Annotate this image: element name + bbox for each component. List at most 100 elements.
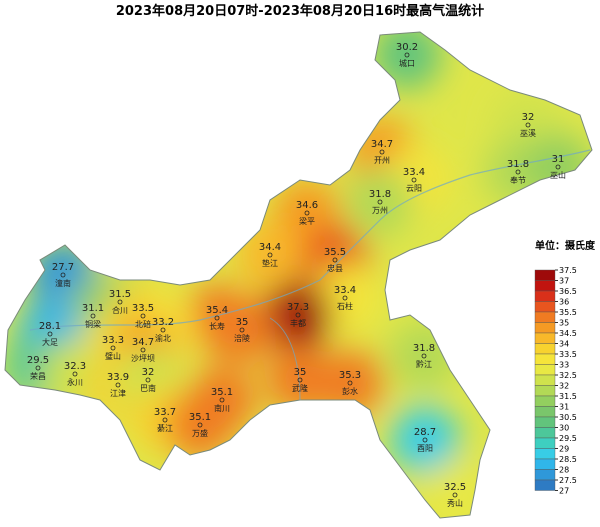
station-dot	[411, 177, 417, 183]
legend-tick-label: 27	[559, 487, 569, 496]
station-name: 铜梁	[85, 319, 101, 329]
legend-tick-label: 33	[559, 361, 569, 370]
station-name: 武隆	[292, 383, 308, 393]
legend-tick-label: 33.5	[559, 350, 577, 359]
station-dot	[379, 149, 385, 155]
station-name: 涪陵	[234, 333, 250, 343]
station-value: 35	[294, 367, 307, 378]
heat-blob	[373, 32, 441, 89]
legend-title: 单位：摄氏度	[535, 239, 596, 252]
station-dot	[72, 371, 78, 377]
station-value: 27.7	[52, 262, 74, 273]
station-value: 31	[552, 154, 565, 165]
station-value: 35.4	[206, 305, 228, 316]
station-value: 32	[142, 367, 155, 378]
legend-swatch	[534, 437, 556, 449]
station-value: 34.7	[371, 139, 393, 150]
legend-tick-label: 36	[559, 298, 569, 307]
station-value: 37.3	[287, 302, 309, 313]
legend-tick-label: 28.5	[559, 455, 577, 464]
legend-tick-label: 29	[559, 445, 569, 454]
legend-swatch	[534, 280, 556, 292]
station-value: 31.5	[109, 289, 131, 300]
heat-blob	[264, 281, 332, 349]
station-value: 33.4	[334, 285, 356, 296]
legend-tick-label: 29.5	[559, 434, 577, 443]
station-value: 31.1	[82, 303, 104, 314]
station-value: 35.5	[324, 247, 346, 258]
station-dot	[115, 382, 121, 388]
station-value: 34.7	[132, 337, 154, 348]
station-name: 大足	[42, 337, 58, 347]
station-name: 荣昌	[30, 371, 46, 381]
station-name: 长寿	[209, 321, 225, 331]
heat-blob	[166, 391, 234, 459]
station-dot	[295, 312, 301, 318]
station-dot	[452, 492, 458, 498]
station-name: 开州	[374, 156, 390, 165]
legend-swatch	[534, 290, 556, 302]
station-value: 31.8	[413, 343, 435, 354]
legend-swatch	[534, 395, 556, 407]
legend-swatch	[534, 301, 556, 313]
legend-tick-label: 36.5	[559, 287, 577, 296]
station-value: 31.8	[507, 159, 529, 170]
station-name: 城口	[399, 59, 415, 68]
station-dot	[297, 377, 303, 383]
station-value: 28.7	[414, 427, 436, 438]
station-dot	[239, 327, 245, 333]
station-dot	[515, 169, 521, 175]
station-value: 33.3	[102, 335, 124, 346]
station-dot	[219, 397, 225, 403]
legend-swatch	[534, 364, 556, 376]
river	[269, 317, 301, 401]
station-name: 云阳	[406, 184, 422, 193]
river	[29, 149, 591, 331]
station-dot	[47, 331, 53, 337]
station-dot	[377, 199, 383, 205]
heat-blob	[236, 221, 304, 289]
legend-tick-label: 37.5	[559, 266, 577, 275]
station-dot	[267, 252, 273, 258]
station-name: 巫山	[550, 170, 566, 180]
legend-tick-label: 35.5	[559, 308, 577, 317]
station-name: 南川	[214, 403, 230, 413]
station-dot	[60, 272, 66, 278]
station-value: 28.1	[39, 321, 61, 332]
station-value: 32	[522, 112, 535, 123]
stations: 30.2 城口 32 巫溪 34.7 开州 33.4 云阳 31.8 奉节 31 巫山 31.8 万州 34…	[27, 42, 566, 508]
title: 2023年08月20日07时-2023年08月20日16时最高气温统计	[116, 3, 484, 19]
legend-tick-label: 28	[559, 466, 569, 475]
station-value: 30.2	[396, 42, 418, 53]
station-name: 黔江	[416, 359, 432, 369]
station-dot	[140, 313, 146, 319]
station-name: 沙坪坝	[131, 354, 155, 363]
station-name: 石柱	[337, 301, 353, 311]
station-value: 33.9	[107, 372, 129, 383]
heat-blob	[266, 346, 334, 414]
legend-swatch	[534, 448, 556, 460]
station-dot	[197, 422, 203, 428]
station-dot	[342, 295, 348, 301]
legend-swatch	[534, 332, 556, 344]
station-name: 丰都	[290, 318, 306, 328]
station-dot	[90, 313, 96, 319]
station-value: 35	[236, 317, 249, 328]
station-name: 秀山	[447, 498, 463, 508]
heat-blob	[316, 349, 384, 417]
station-dot	[117, 299, 123, 305]
legend-tick-label: 35	[559, 319, 569, 328]
legend-tick-label: 31.5	[559, 392, 577, 401]
station-name: 万州	[372, 206, 388, 215]
station-name: 潼南	[55, 278, 71, 288]
legend-swatch	[534, 269, 556, 281]
boundary	[4, 31, 593, 519]
heat-blob	[391, 406, 459, 474]
station-name: 綦江	[157, 423, 173, 433]
legend-swatch	[534, 322, 556, 334]
legend-tick-label: 34.5	[559, 329, 577, 338]
station-value: 32.5	[444, 482, 466, 493]
legend-swatch	[534, 374, 556, 386]
